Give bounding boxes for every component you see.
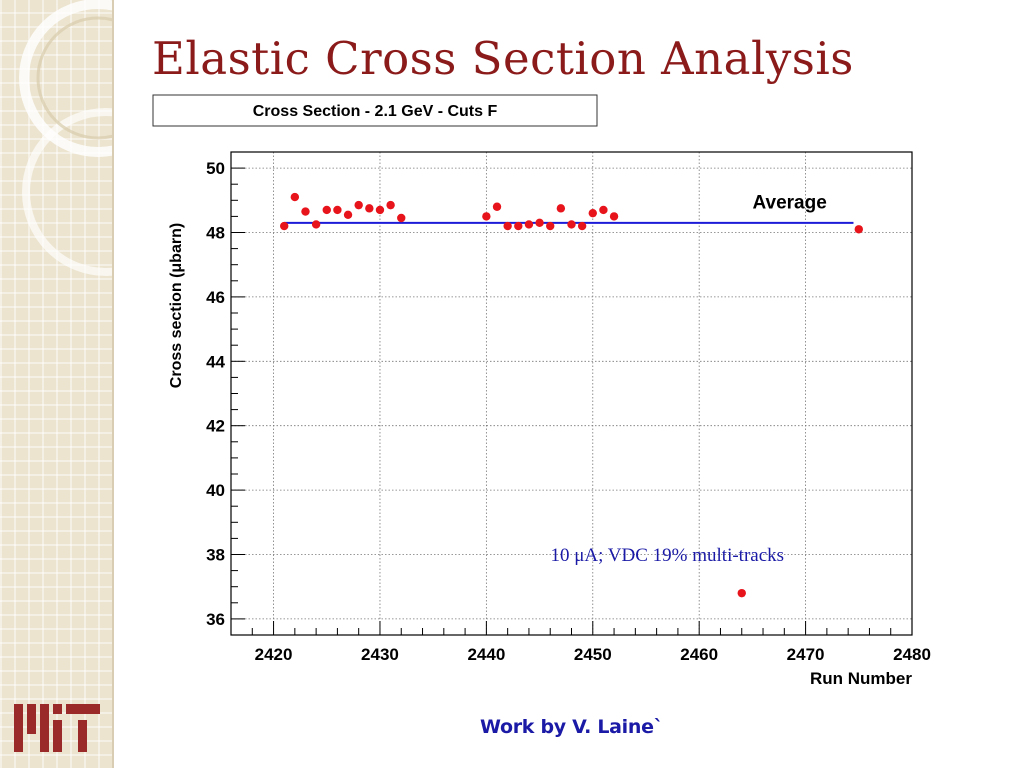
sidebar-decoration: [0, 0, 112, 768]
sidebar-divider: [112, 0, 114, 768]
data-point: [854, 225, 863, 234]
data-point: [482, 212, 491, 221]
data-point: [301, 207, 310, 216]
data-point: [354, 200, 363, 210]
data-point: [514, 221, 523, 231]
slide-title: Elastic Cross Section Analysis: [152, 32, 854, 85]
y-tick-label: 42: [206, 417, 225, 436]
data-point: [546, 221, 555, 231]
data-point: [503, 221, 512, 231]
data-point: [737, 588, 746, 598]
x-tick-label: 2440: [467, 645, 505, 664]
grid: [231, 152, 913, 635]
chart-title-box: [152, 94, 598, 127]
data-point: [311, 220, 321, 229]
plot-frame: [230, 151, 913, 636]
average-label: Average: [752, 192, 826, 213]
credit-text: Work by V. Laine`: [480, 716, 663, 738]
data-point: [290, 192, 300, 202]
y-tick-label: 36: [206, 610, 225, 629]
x-axis-ticks: 2420 2430 2440 2450 2460 2470 2480: [230, 621, 931, 664]
y-tick-label: 44: [206, 352, 225, 371]
decorative-circles: [19, 0, 112, 276]
data-point: [588, 208, 597, 218]
x-tick-label: 2450: [574, 645, 612, 664]
y-axis-ticks: 36 38 40 42 44 46 48 50: [206, 151, 245, 636]
chart-title: Cross Section - 2.1 GeV - Cuts F: [253, 103, 498, 120]
x-tick-label: 2420: [255, 645, 293, 664]
multi-track-annotation: 10 μA; VDC 19% multi-tracks: [550, 545, 784, 566]
data-point: [524, 220, 534, 229]
data-point: [333, 205, 342, 215]
data-point: [343, 210, 353, 219]
x-tick-label: 2480: [893, 645, 931, 664]
x-tick-label: 2430: [361, 645, 399, 664]
data-point: [322, 205, 331, 215]
data-point: [556, 204, 566, 213]
cross-section-chart: Cross Section - 2.1 GeV - Cuts F 36 38 40 4…: [152, 94, 931, 688]
x-tick-label: 2460: [680, 645, 718, 664]
y-tick-label: 48: [206, 224, 225, 243]
y-axis-label: Cross section (μbarn): [168, 223, 185, 388]
mit-logo: [14, 704, 100, 752]
x-axis-label: Run Number: [810, 669, 912, 688]
y-tick-label: 40: [206, 481, 225, 500]
data-point: [397, 213, 406, 223]
data-point: [492, 202, 502, 211]
data-point: [577, 221, 587, 231]
data-points: [280, 192, 863, 598]
x-tick-label: 2470: [787, 645, 825, 664]
data-point: [375, 205, 385, 215]
data-point: [567, 220, 576, 229]
y-tick-label: 46: [206, 288, 225, 307]
data-point: [609, 212, 619, 221]
data-point: [386, 200, 395, 210]
y-tick-label: 50: [206, 159, 225, 178]
data-point: [535, 218, 544, 228]
data-point: [280, 221, 289, 231]
data-point: [365, 204, 374, 213]
y-tick-label: 38: [206, 546, 225, 565]
data-point: [599, 205, 608, 215]
